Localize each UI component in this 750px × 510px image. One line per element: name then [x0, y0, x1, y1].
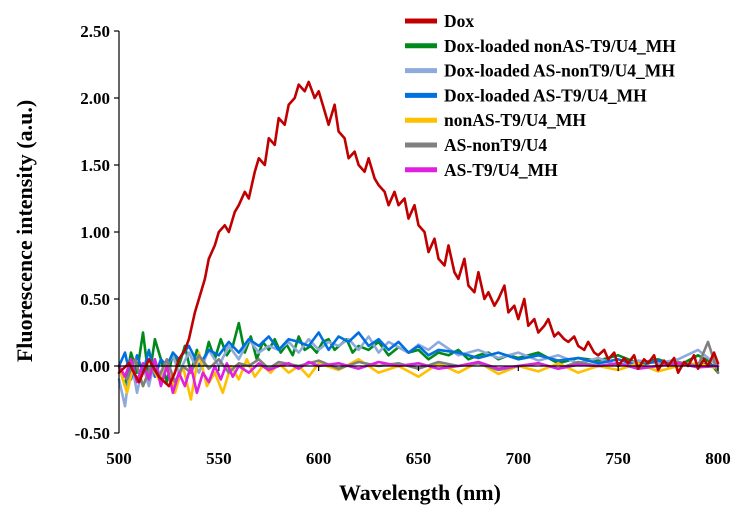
y-tick-label: 1.00: [80, 223, 110, 242]
legend-label: nonAS-T9/U4_MH: [444, 110, 586, 130]
y-tick-label: 2.00: [80, 89, 110, 108]
y-tick-label: -0.50: [75, 424, 110, 443]
series-line-0: [117, 80, 720, 388]
x-tick-label: 750: [605, 449, 631, 468]
y-tick-label: 0.50: [80, 290, 110, 309]
x-tick-label: 550: [206, 449, 232, 468]
legend-label: Dox-loaded AS-T9/U4_MH: [444, 85, 647, 105]
y-axis-title: Fluorescence intensity (a.u.): [12, 100, 37, 362]
plot-lines: [117, 80, 720, 408]
legend-label: AS-nonT9/U4: [444, 135, 547, 155]
legend: Dox Dox-loaded nonAS-T9/U4_MH Dox-loaded A…: [405, 11, 676, 180]
legend-label: Dox-loaded nonAS-T9/U4_MH: [444, 36, 676, 56]
y-tick-label: 2.50: [80, 22, 110, 41]
legend-label: AS-T9/U4_MH: [444, 160, 558, 180]
x-tick-label: 700: [506, 449, 532, 468]
x-tick-label: 800: [705, 449, 731, 468]
series-line-3: [117, 331, 720, 381]
legend-label: Dox: [444, 11, 474, 31]
x-tick-label: 600: [306, 449, 332, 468]
x-tick-label: 500: [106, 449, 132, 468]
x-tick-label: 650: [406, 449, 432, 468]
y-tick-label: 0.00: [80, 357, 110, 376]
y-tick-label: 1.50: [80, 156, 110, 175]
legend-label: Dox-loaded AS-nonT9/U4_MH: [444, 61, 675, 81]
x-axis-title: Wavelength (nm): [339, 480, 501, 505]
axes: -0.50 0.00 0.50 1.00 1.50 2.00 2.50 500 550 600 65…: [75, 22, 731, 468]
